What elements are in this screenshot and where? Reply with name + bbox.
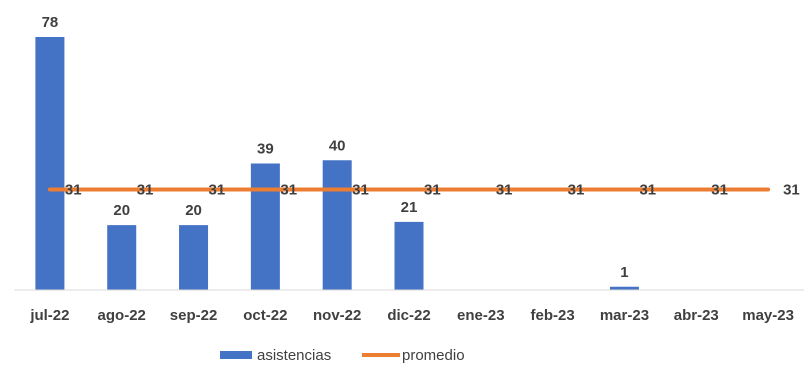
- bar-value-label-ago-22: 20: [113, 202, 130, 219]
- bar-oct-22: [250, 163, 280, 290]
- line-value-label-abr-23: 31: [711, 181, 728, 198]
- x-tick-label-dic-22: dic-22: [387, 307, 430, 324]
- bar-jul-22: [35, 37, 65, 290]
- line-value-label-dic-22: 31: [424, 181, 441, 198]
- bar-sep-22: [179, 225, 209, 290]
- bar-value-label-oct-22: 39: [257, 141, 274, 158]
- x-tick-label-may-23: may-23: [742, 307, 794, 324]
- bar-mar-23: [609, 286, 639, 290]
- x-tick-label-abr-23: abr-23: [674, 307, 719, 324]
- bars-layer: [35, 37, 639, 290]
- line-value-label-oct-22: 31: [280, 181, 297, 198]
- bar-value-label-sep-22: 20: [185, 202, 202, 219]
- labels-layer: 78 20 20 39 40 21 1 31 31 31 31 31 31 31 31 31 31 31: [42, 14, 800, 281]
- bar-value-label-jul-22: 78: [42, 14, 59, 31]
- line-value-label-nov-22: 31: [352, 181, 369, 198]
- x-tick-label-jul-22: jul-22: [29, 307, 69, 324]
- legend: asistencias promedio: [220, 347, 465, 364]
- line-value-label-may-23: 31: [783, 181, 800, 198]
- bar-value-label-nov-22: 40: [329, 137, 346, 154]
- ticks-layer: jul-22 ago-22 sep-22 oct-22 nov-22 dic-22 ene-…: [29, 307, 794, 324]
- x-tick-label-sep-22: sep-22: [170, 307, 218, 324]
- line-value-label-feb-23: 31: [568, 181, 585, 198]
- legend-label-asistencias: asistencias: [257, 347, 331, 364]
- x-tick-label-nov-22: nov-22: [313, 307, 361, 324]
- line-value-label-mar-23: 31: [639, 181, 656, 198]
- x-tick-label-mar-23: mar-23: [600, 307, 649, 324]
- x-tick-label-feb-23: feb-23: [531, 307, 575, 324]
- bar-value-label-dic-22: 21: [401, 199, 418, 216]
- x-tick-label-ene-23: ene-23: [457, 307, 505, 324]
- line-value-label-sep-22: 31: [209, 181, 226, 198]
- bar-value-label-mar-23: 1: [620, 264, 628, 281]
- legend-swatch-asistencias: [220, 351, 252, 359]
- x-tick-label-ago-22: ago-22: [98, 307, 146, 324]
- bar-dic-22: [394, 221, 424, 290]
- line-value-label-ene-23: 31: [496, 181, 513, 198]
- legend-label-promedio: promedio: [402, 347, 465, 364]
- bar-nov-22: [322, 160, 352, 290]
- bar-ago-22: [107, 225, 137, 290]
- line-value-label-ago-22: 31: [137, 181, 154, 198]
- x-tick-label-oct-22: oct-22: [243, 307, 287, 324]
- line-value-label-jul-22: 31: [65, 181, 82, 198]
